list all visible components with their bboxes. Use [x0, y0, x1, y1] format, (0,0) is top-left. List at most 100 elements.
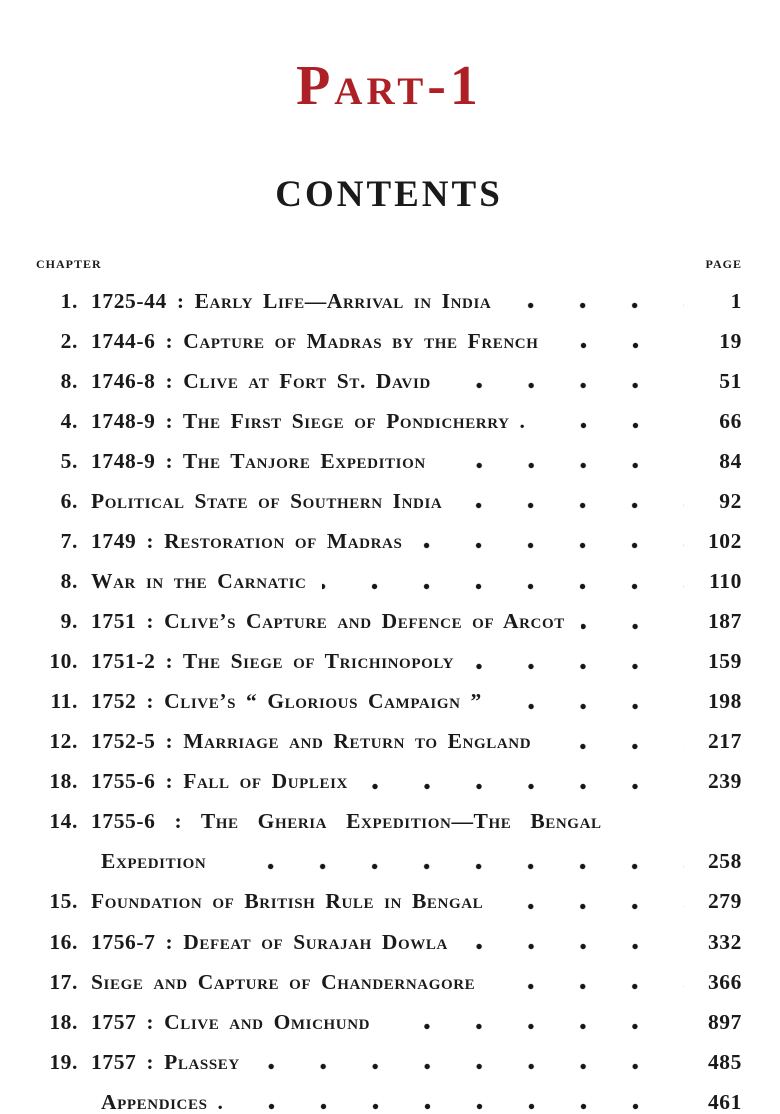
chapter-number: 14.: [49, 809, 78, 834]
toc-entry: 14. 1755-6 : The Gheria Expedition—The B…: [36, 810, 742, 833]
page-number: 239: [707, 769, 742, 794]
page-number: 51: [719, 368, 742, 393]
toc-entry: 10. 1751-2 : The Siege of Trichinopoly 1…: [36, 650, 742, 673]
chapter-title: 1752-5 : Marriage and Return to England: [91, 729, 532, 754]
dot-leader: [541, 422, 684, 430]
toc-entry: 8. 1746-8 : Clive at Fort St. David 51: [36, 370, 742, 393]
chapter-number: 2.: [60, 328, 78, 353]
chapter-title: Appendices .: [101, 1089, 224, 1114]
chapter-number: 9.: [60, 609, 78, 633]
page-number: 258: [707, 849, 742, 874]
chapter-title: 1756-7 : Defeat of Surajah Dowla: [91, 929, 448, 954]
page-number: 92: [719, 488, 742, 513]
chapter-number: 4.: [60, 408, 78, 433]
chapter-title: 1749 : Restoration of Madras: [91, 528, 403, 553]
chapter-title: Foundation of British Rule in Bengal: [91, 889, 484, 914]
page-number: 217: [707, 729, 742, 754]
chapter-number: 11.: [50, 689, 78, 714]
chapter-title: 1751 : Clive’s Capture and Defence of Ar…: [91, 609, 565, 633]
chapter-title: 1757 : Plassey: [91, 1049, 240, 1074]
toc-entry: 19. 1757 : Plassey 485: [36, 1051, 742, 1074]
chapter-number: 12.: [49, 729, 78, 754]
chapter-title: 1755-6 : The Gheria Expedition—The Benga…: [91, 809, 602, 834]
dot-leader: [497, 702, 684, 710]
part-title: Part-1: [296, 55, 482, 117]
page-number: 1: [730, 288, 742, 313]
chapter-number: 8.: [60, 368, 78, 393]
dot-leader: [418, 542, 684, 550]
chapter-title: 1752 : Clive’s “ Glorious Campaign ”: [91, 689, 482, 714]
chapter-title: 1746-8 : Clive at Fort St. David: [91, 368, 431, 393]
dot-leader: [458, 502, 684, 510]
toc-entry: 16. 1756-7 : Defeat of Surajah Dowla 332: [36, 929, 742, 954]
dot-leader: [463, 943, 684, 951]
table-of-contents: 1. 1725-44 : Early Life—Arrival in India…: [36, 288, 742, 1114]
column-header-page: PAGE: [705, 257, 742, 271]
toc-entry: 18. 1755-6 : Fall of Dupleix 239: [36, 770, 742, 793]
page-number: 110: [709, 568, 742, 593]
dot-leader: [470, 662, 684, 670]
dot-leader: [222, 862, 684, 870]
chapter-title: 1751-2 : The Siege of Trichinopoly: [91, 649, 455, 674]
toc-entry: Expedition 258: [36, 850, 742, 873]
chapter-title: Political State of Southern India: [91, 488, 443, 513]
page-number: 279: [707, 889, 742, 914]
dot-leader: [363, 782, 684, 790]
toc-entry: 1. 1725-44 : Early Life—Arrival in India…: [36, 288, 742, 313]
contents-title: CONTENTS: [275, 174, 503, 215]
toc-entry: 15. Foundation of British Rule in Bengal…: [36, 890, 742, 913]
chapter-title: 1757 : Clive and Omichund: [91, 1009, 371, 1034]
dot-leader: [580, 622, 684, 630]
chapter-number: 6.: [60, 488, 78, 513]
chapter-number: 19.: [49, 1049, 78, 1074]
chapter-title: 1748-9 : The First Siege of Pondicherry …: [91, 408, 526, 433]
page-number: 332: [707, 929, 742, 954]
toc-entry: 11. 1752 : Clive’s “ Glorious Campaign ”…: [36, 690, 742, 713]
chapter-number: 17.: [49, 969, 78, 994]
chapter-number: 18.: [49, 1009, 78, 1034]
dot-leader: [446, 382, 684, 390]
chapter-title: 1725-44 : Early Life—Arrival in India: [91, 288, 492, 313]
chapter-number: 8.: [60, 568, 78, 593]
page-number: 19: [719, 328, 742, 353]
chapter-number: 18.: [49, 769, 78, 794]
dot-leader: [547, 742, 684, 750]
dot-leader: [239, 1103, 684, 1111]
chapter-title: 1748-9 : The Tanjore Expedition: [91, 448, 426, 473]
chapter-number: 16.: [49, 929, 78, 954]
page-number: 187: [707, 609, 742, 633]
toc-entry: 4. 1748-9 : The First Siege of Pondicher…: [36, 410, 742, 433]
dot-leader: [441, 462, 684, 470]
toc-entry: 17. Siege and Capture of Chandernagore 3…: [36, 969, 742, 994]
dot-leader: [507, 302, 684, 310]
page-number: 897: [707, 1009, 742, 1034]
toc-entry: 6. Political State of Southern India 92: [36, 490, 742, 513]
page-number: 159: [707, 649, 742, 674]
chapter-number: 1.: [60, 288, 78, 313]
page-number: 198: [707, 689, 742, 714]
toc-entry: 8. War in the Carnatic 110: [36, 570, 742, 593]
toc-entry: 5. 1748-9 : The Tanjore Expedition 84: [36, 450, 742, 473]
page-number: 102: [707, 528, 742, 553]
chapter-number: 15.: [49, 889, 78, 914]
page-number: 84: [719, 448, 742, 473]
dot-leader: [322, 582, 684, 590]
dot-leader: [491, 983, 684, 991]
page-number: 366: [707, 969, 742, 994]
toc-entry: 18. 1757 : Clive and Omichund 897: [36, 1011, 742, 1034]
page-number: 66: [719, 408, 742, 433]
chapter-title: 1744-6 : Capture of Madras by the French: [91, 328, 539, 353]
page-number: 485: [707, 1049, 742, 1074]
column-header-chapter: CHAPTER: [36, 257, 102, 271]
chapter-title: 1755-6 : Fall of Dupleix: [91, 769, 348, 794]
chapter-number: 7.: [60, 528, 78, 553]
page-number: 461: [707, 1089, 742, 1114]
chapter-number: 10.: [49, 649, 78, 674]
toc-entry: 12. 1752-5 : Marriage and Return to Engl…: [36, 730, 742, 753]
chapter-number: 5.: [60, 448, 78, 473]
toc-entry: 7. 1749 : Restoration of Madras 102: [36, 530, 742, 553]
dot-leader: [386, 1023, 684, 1031]
chapter-title: Siege and Capture of Chandernagore: [91, 969, 476, 994]
dot-leader: [255, 1063, 684, 1071]
